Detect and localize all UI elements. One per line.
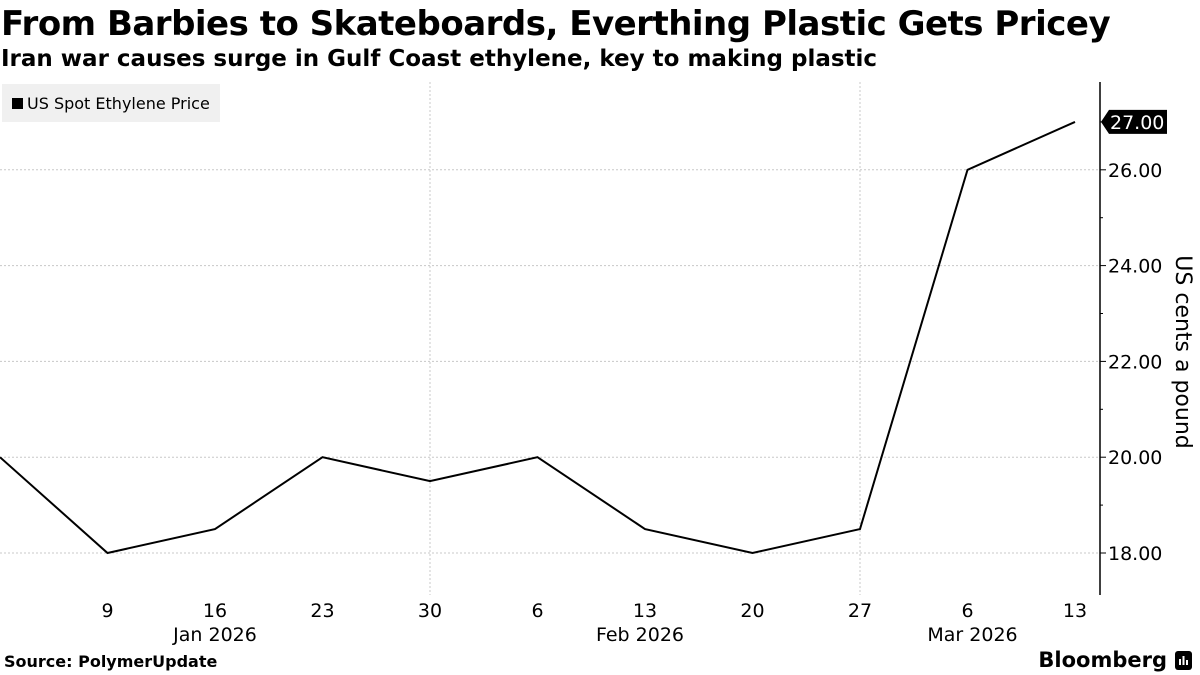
chart-subtitle: Iran war causes surge in Gulf Coast ethy…	[1, 46, 878, 72]
x-month-label: Feb 2026	[596, 624, 684, 646]
x-tick-label: 13	[1063, 600, 1087, 622]
legend-label: US Spot Ethylene Price	[27, 93, 210, 113]
x-month-label: Mar 2026	[927, 624, 1017, 646]
x-tick-label: 20	[740, 600, 764, 622]
gridlines	[0, 82, 1100, 595]
y-tick-label: 24.00	[1108, 256, 1162, 278]
last-value-label: 27.00	[1110, 112, 1164, 134]
x-axis-labels: 9 16 23 30 6 13 20 27 6 13 Jan 2026 Feb 2026 Mar 202…	[101, 600, 1087, 646]
x-month-label: Jan 2026	[172, 624, 257, 646]
x-tick-label: 30	[418, 600, 442, 622]
y-axis-title: US cents a pound	[1170, 255, 1195, 448]
chart-title: From Barbies to Skateboards, Everthing P…	[1, 4, 1111, 44]
source-note: Source: PolymerUpdate	[4, 652, 218, 671]
x-tick-label: 16	[203, 600, 227, 622]
y-axis: 18.00 20.00 22.00 24.00 26.00	[1099, 82, 1162, 595]
bloomberg-logo-icon	[1175, 650, 1192, 670]
last-value-marker: 27.00	[1101, 109, 1167, 134]
x-tick-label: 6	[961, 600, 973, 622]
bloomberg-brand: Bloomberg	[1038, 648, 1192, 672]
x-tick-label: 6	[531, 600, 543, 622]
y-tick-label: 22.00	[1108, 351, 1162, 373]
series-line-ethylene	[0, 120, 1076, 555]
x-tick-label: 23	[310, 600, 334, 622]
legend: US Spot Ethylene Price	[2, 84, 220, 122]
legend-swatch-icon	[12, 97, 23, 109]
x-tick-label: 13	[633, 600, 657, 622]
y-tick-label: 26.00	[1108, 160, 1162, 182]
x-tick-label: 27	[848, 600, 872, 622]
brand-name: Bloomberg	[1038, 648, 1167, 672]
y-tick-label: 18.00	[1108, 543, 1162, 565]
x-tick-label: 9	[101, 600, 113, 622]
y-tick-label: 20.00	[1108, 447, 1162, 469]
